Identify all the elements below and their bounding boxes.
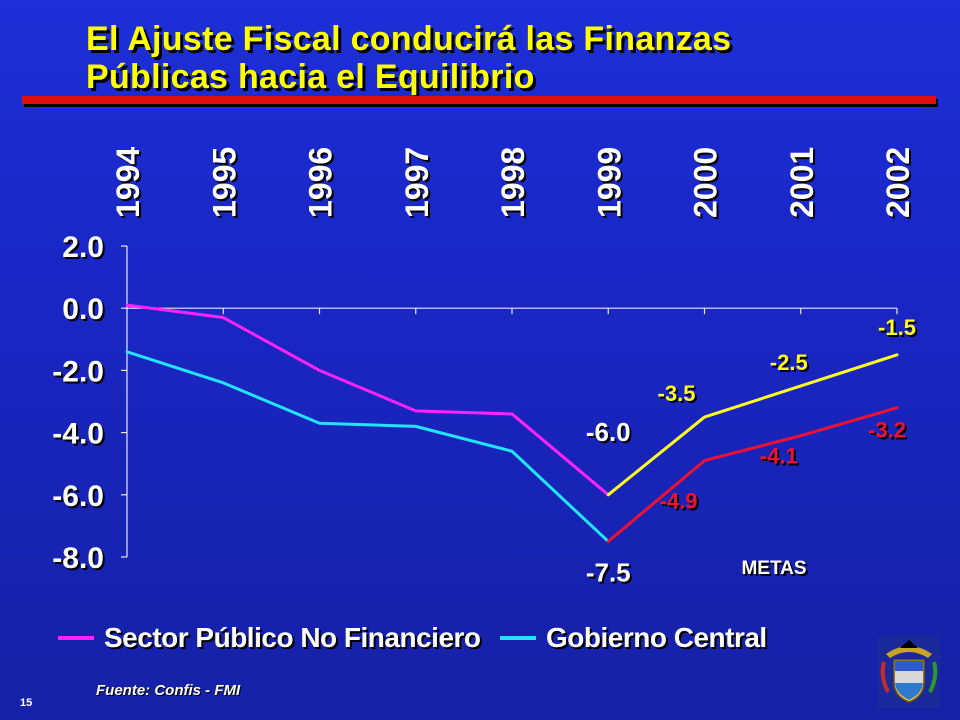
y-tick-label-shadow: -2.0 xyxy=(54,357,106,390)
x-tick-label-shadow: 1995 xyxy=(208,149,244,220)
legend-item-sector-publico: Sector Público No Financiero xyxy=(58,622,481,654)
x-tick-label-shadow: 1997 xyxy=(401,149,437,220)
y-tick-label: -2.0 xyxy=(52,355,104,388)
x-tick-label: 1999 xyxy=(591,147,627,218)
legend-item-gobierno-central: Gobierno Central xyxy=(500,622,767,654)
data-label-shadow: -7.5 xyxy=(588,559,633,589)
legend-label-sector-publico: Sector Público No Financiero xyxy=(104,622,481,653)
data-label-shadow: -2.5 xyxy=(772,352,810,377)
data-label: -4.1 xyxy=(760,444,798,469)
data-label: -1.5 xyxy=(878,315,916,340)
data-label: -3.2 xyxy=(868,418,906,443)
x-tick-label-shadow: 2001 xyxy=(786,149,822,220)
metas-label-shadow: METAS xyxy=(743,560,808,581)
y-tick-label-shadow: 2.0 xyxy=(64,233,106,266)
x-tick-label-shadow: 1994 xyxy=(112,149,148,220)
y-tick-label: 0.0 xyxy=(62,293,104,326)
y-tick-label-shadow: -8.0 xyxy=(54,544,106,577)
data-label-shadow: -4.9 xyxy=(662,491,700,516)
data-label-shadow: -6.0 xyxy=(588,419,633,449)
x-tick-label-shadow: 1999 xyxy=(593,149,629,220)
legend-label-gobierno-central: Gobierno Central xyxy=(546,622,767,653)
y-tick-label: -6.0 xyxy=(52,480,104,513)
data-label: -7.5 xyxy=(586,557,631,587)
x-tick-label: 2000 xyxy=(688,147,724,218)
series-line-1 xyxy=(125,350,610,543)
x-tick-label-shadow: 2000 xyxy=(690,149,726,220)
x-tick-label: 2002 xyxy=(880,147,916,218)
x-tick-label: 1996 xyxy=(303,147,339,218)
data-label: -4.9 xyxy=(660,489,698,514)
x-tick-label-shadow: 1998 xyxy=(497,149,533,220)
x-tick-label: 2001 xyxy=(784,147,820,218)
slide-title-line-2: Públicas hacia el Equilibrio xyxy=(86,58,535,96)
data-label-shadow: -3.5 xyxy=(660,383,698,408)
x-tick-label: 1997 xyxy=(399,147,435,218)
page-number: 15 xyxy=(20,697,33,709)
source-note: Fuente: Confis - FMI xyxy=(96,682,241,699)
series-line-0 xyxy=(125,303,610,497)
data-label: -6.0 xyxy=(586,417,631,447)
data-label-shadow: -3.2 xyxy=(870,420,908,445)
data-label: -3.5 xyxy=(658,381,696,406)
y-tick-label-shadow: 0.0 xyxy=(64,295,106,328)
x-tick-label: 1998 xyxy=(495,147,531,218)
y-tick-label-shadow: -4.0 xyxy=(54,420,106,453)
x-tick-label-shadow: 2002 xyxy=(882,149,918,220)
slide-title: El Ajuste Fiscal conducirá las Finanzas … xyxy=(86,20,731,96)
series-line-3 xyxy=(606,406,899,543)
y-tick-label-shadow: -6.0 xyxy=(54,482,106,515)
data-label-shadow: -1.5 xyxy=(880,317,918,342)
legend-swatch-sector-publico xyxy=(58,636,94,640)
x-tick-label-shadow: 1996 xyxy=(305,149,341,220)
x-tick-label: 1995 xyxy=(206,147,242,218)
slide-title-line-1: El Ajuste Fiscal conducirá las Finanzas xyxy=(86,20,732,58)
metas-label: METAS xyxy=(741,558,806,579)
legend-swatch-gobierno-central xyxy=(500,636,536,640)
y-tick-label: 2.0 xyxy=(62,231,104,264)
y-tick-label: -8.0 xyxy=(52,542,104,575)
data-label: -2.5 xyxy=(770,350,808,375)
x-tick-label: 1994 xyxy=(110,147,146,218)
series-line-2 xyxy=(606,353,899,497)
y-tick-label: -4.0 xyxy=(52,418,104,451)
data-label-shadow: -4.1 xyxy=(762,446,800,471)
title-underline xyxy=(22,96,936,104)
coat-of-arms-icon xyxy=(878,636,940,708)
